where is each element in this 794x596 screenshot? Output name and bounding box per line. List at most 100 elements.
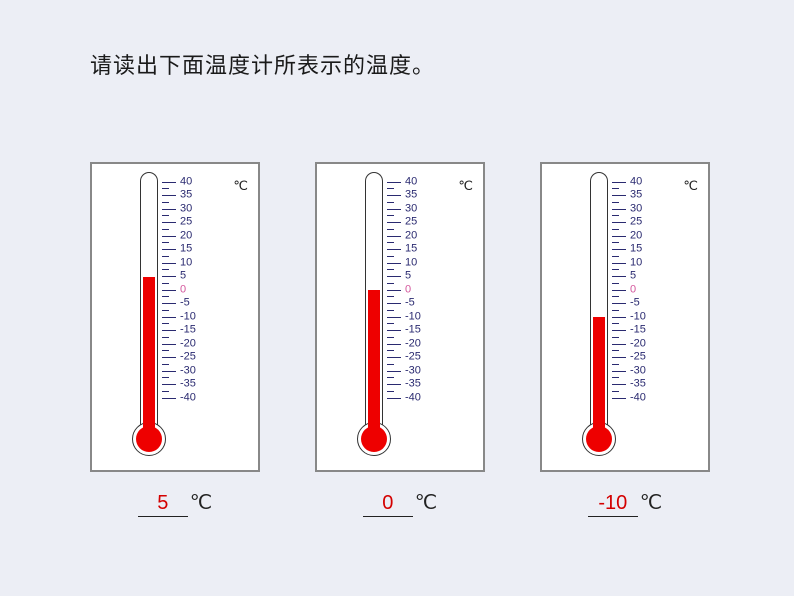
minor-tick bbox=[162, 391, 169, 392]
major-tick bbox=[612, 398, 626, 399]
major-tick bbox=[162, 276, 176, 277]
answer-line: -10℃ bbox=[588, 490, 662, 517]
minor-tick bbox=[162, 242, 169, 243]
major-tick bbox=[162, 384, 176, 385]
tick-label: -20 bbox=[630, 338, 646, 349]
major-tick bbox=[612, 276, 626, 277]
answer-value: 0 bbox=[363, 492, 413, 517]
minor-tick bbox=[387, 283, 394, 284]
thermometer-tube bbox=[140, 172, 158, 428]
major-tick bbox=[612, 330, 626, 331]
major-tick bbox=[162, 317, 176, 318]
minor-tick bbox=[612, 296, 619, 297]
bulb-fill bbox=[361, 426, 387, 452]
tick-label: -40 bbox=[630, 392, 646, 403]
minor-tick bbox=[162, 229, 169, 230]
thermometer-card: ℃4035302520151050-5-10-15-20-25-30-35-40 bbox=[540, 162, 710, 472]
thermometer-card: ℃4035302520151050-5-10-15-20-25-30-35-40 bbox=[90, 162, 260, 472]
tick-label: 40 bbox=[630, 176, 642, 187]
tick-label: 40 bbox=[405, 176, 417, 187]
major-tick bbox=[612, 303, 626, 304]
tick-label: 0 bbox=[630, 284, 636, 295]
minor-tick bbox=[387, 242, 394, 243]
tick-label: -35 bbox=[405, 379, 421, 390]
minor-tick bbox=[387, 350, 394, 351]
major-tick bbox=[387, 357, 401, 358]
major-tick bbox=[162, 371, 176, 372]
minor-tick bbox=[162, 310, 169, 311]
major-tick bbox=[387, 249, 401, 250]
major-tick bbox=[387, 195, 401, 196]
tick-label: 5 bbox=[405, 271, 411, 282]
tick-label: 15 bbox=[405, 244, 417, 255]
tick-label: -25 bbox=[180, 352, 196, 363]
thermometer-tube bbox=[590, 172, 608, 428]
major-tick bbox=[387, 222, 401, 223]
answer-line: 0℃ bbox=[363, 490, 437, 517]
thermometer-3: ℃4035302520151050-5-10-15-20-25-30-35-40… bbox=[540, 162, 710, 517]
answer-unit: ℃ bbox=[640, 490, 662, 515]
major-tick bbox=[162, 222, 176, 223]
answer-value: 5 bbox=[138, 492, 188, 517]
tick-label: 0 bbox=[405, 284, 411, 295]
tick-label: -20 bbox=[405, 338, 421, 349]
minor-tick bbox=[612, 310, 619, 311]
major-tick bbox=[387, 276, 401, 277]
tick-label: -40 bbox=[405, 392, 421, 403]
tick-label: 30 bbox=[180, 203, 192, 214]
tick-label: -35 bbox=[630, 379, 646, 390]
tick-label: -5 bbox=[405, 298, 415, 309]
major-tick bbox=[612, 209, 626, 210]
minor-tick bbox=[612, 242, 619, 243]
tick-label: 35 bbox=[180, 190, 192, 201]
minor-tick bbox=[387, 337, 394, 338]
minor-tick bbox=[387, 202, 394, 203]
minor-tick bbox=[387, 215, 394, 216]
minor-tick bbox=[612, 283, 619, 284]
thermometer-1: ℃4035302520151050-5-10-15-20-25-30-35-40… bbox=[90, 162, 260, 517]
tick-label: 25 bbox=[405, 217, 417, 228]
minor-tick bbox=[387, 296, 394, 297]
major-tick bbox=[387, 303, 401, 304]
minor-tick bbox=[162, 215, 169, 216]
major-tick bbox=[162, 263, 176, 264]
minor-tick bbox=[162, 256, 169, 257]
minor-tick bbox=[612, 256, 619, 257]
minor-tick bbox=[387, 229, 394, 230]
major-tick bbox=[612, 290, 626, 291]
major-tick bbox=[387, 330, 401, 331]
minor-tick bbox=[387, 364, 394, 365]
answer-unit: ℃ bbox=[190, 490, 212, 515]
major-tick bbox=[612, 344, 626, 345]
thermometer-tube bbox=[365, 172, 383, 428]
tick-label: 15 bbox=[180, 244, 192, 255]
tick-label: -10 bbox=[405, 311, 421, 322]
minor-tick bbox=[162, 202, 169, 203]
major-tick bbox=[612, 236, 626, 237]
major-tick bbox=[387, 398, 401, 399]
major-tick bbox=[387, 263, 401, 264]
tick-label: 0 bbox=[180, 284, 186, 295]
tick-label: -25 bbox=[405, 352, 421, 363]
bulb-fill bbox=[136, 426, 162, 452]
major-tick bbox=[162, 249, 176, 250]
major-tick bbox=[387, 182, 401, 183]
major-tick bbox=[387, 344, 401, 345]
major-tick bbox=[162, 236, 176, 237]
minor-tick bbox=[612, 350, 619, 351]
answer-value: -10 bbox=[588, 492, 638, 517]
major-tick bbox=[387, 384, 401, 385]
major-tick bbox=[387, 209, 401, 210]
major-tick bbox=[387, 317, 401, 318]
tick-label: -30 bbox=[180, 365, 196, 376]
tick-label: -15 bbox=[405, 325, 421, 336]
minor-tick bbox=[162, 188, 169, 189]
major-tick bbox=[612, 195, 626, 196]
tick-label: -30 bbox=[630, 365, 646, 376]
minor-tick bbox=[162, 269, 169, 270]
mercury-column bbox=[143, 277, 155, 429]
minor-tick bbox=[162, 296, 169, 297]
minor-tick bbox=[162, 283, 169, 284]
tick-label: 35 bbox=[405, 190, 417, 201]
tick-label: 20 bbox=[405, 230, 417, 241]
